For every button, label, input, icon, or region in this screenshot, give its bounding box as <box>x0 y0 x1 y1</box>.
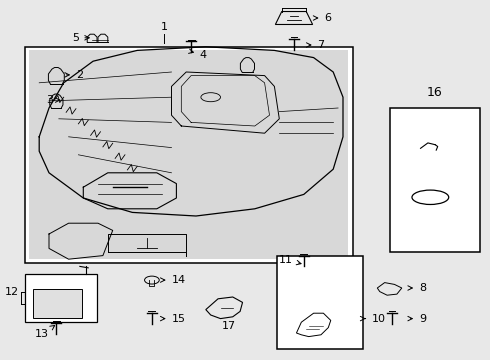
Text: 8: 8 <box>408 283 426 293</box>
Text: 1: 1 <box>161 22 168 32</box>
Text: 7: 7 <box>306 40 325 50</box>
Text: 3: 3 <box>46 95 60 105</box>
Text: 17: 17 <box>222 321 236 331</box>
Bar <box>390 108 480 252</box>
Text: 4: 4 <box>189 49 207 60</box>
Text: 10: 10 <box>360 314 386 324</box>
Text: 2: 2 <box>65 70 83 80</box>
Text: 16: 16 <box>427 86 443 99</box>
Text: 13: 13 <box>35 325 55 339</box>
Text: 6: 6 <box>313 13 331 23</box>
Bar <box>33 289 82 318</box>
Bar <box>24 47 353 263</box>
Bar <box>29 50 348 259</box>
Text: 11: 11 <box>279 255 301 265</box>
Text: 9: 9 <box>408 314 426 324</box>
Text: 15: 15 <box>160 314 186 324</box>
Text: 12: 12 <box>4 287 19 297</box>
Text: 14: 14 <box>160 275 186 285</box>
Bar <box>277 256 363 349</box>
Bar <box>25 274 97 322</box>
Text: 5: 5 <box>73 33 89 43</box>
